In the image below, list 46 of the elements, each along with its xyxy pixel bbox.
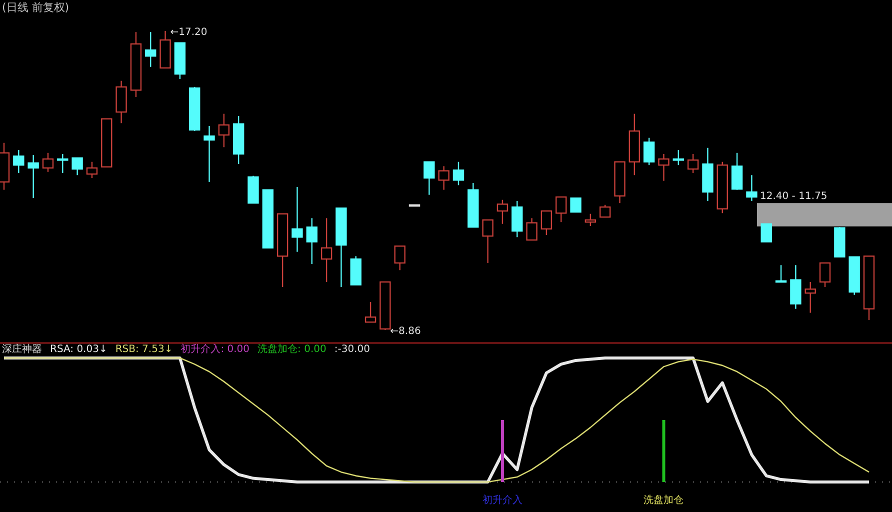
candlestick: [306, 218, 318, 265]
candlestick: [364, 301, 376, 323]
candlestick: [672, 149, 684, 166]
candlestick: [584, 213, 596, 227]
annotation: ←17.20: [170, 27, 208, 38]
candlestick: [556, 196, 567, 223]
candlestick: [145, 31, 156, 68]
candlestick: [804, 281, 816, 314]
candlestick: [760, 223, 772, 242]
candlestick: [86, 161, 98, 179]
candlestick: [438, 166, 450, 190]
annotation: ←8.86: [390, 326, 421, 337]
chart-title: (日线 前复权): [2, 1, 70, 14]
text: 初升介入: 0.00: [180, 343, 250, 355]
candlestick: [42, 152, 54, 172]
candlestick: [204, 125, 215, 183]
candlestick: [746, 174, 758, 202]
candlestick: [600, 204, 611, 218]
candlestick: [13, 149, 24, 174]
candlestick: [482, 219, 494, 264]
series-label: RSA: 0.03↓: [50, 344, 108, 355]
text: 洗盘加仓: [644, 494, 684, 506]
candlestick: [218, 113, 230, 148]
candlestick: [643, 137, 655, 166]
candlestick: [526, 218, 538, 241]
series-label: RSB: 7.53↓: [115, 344, 173, 355]
candlestick: [731, 152, 743, 190]
candlestick: [496, 199, 508, 224]
candlestick: [540, 210, 552, 236]
candlestick: [452, 161, 464, 186]
band-label: 12.40 - 11.75: [760, 191, 828, 202]
text: 初升介入: [482, 494, 522, 506]
candlestick: [658, 153, 670, 182]
candlestick: [292, 186, 303, 252]
candlestick: [28, 154, 39, 199]
candlestick: [394, 246, 406, 271]
text: :-30.00: [334, 344, 370, 355]
candlestick: [570, 197, 582, 213]
text: 洗盘加仓: 0.00: [258, 343, 326, 355]
candlestick: [424, 161, 435, 196]
candlestick: [687, 153, 699, 174]
chart-title: 深庄神器: [2, 343, 42, 355]
candlestick: [72, 157, 83, 176]
candlestick: [819, 262, 831, 288]
candlestick: [320, 218, 332, 283]
candlestick: [57, 153, 68, 174]
